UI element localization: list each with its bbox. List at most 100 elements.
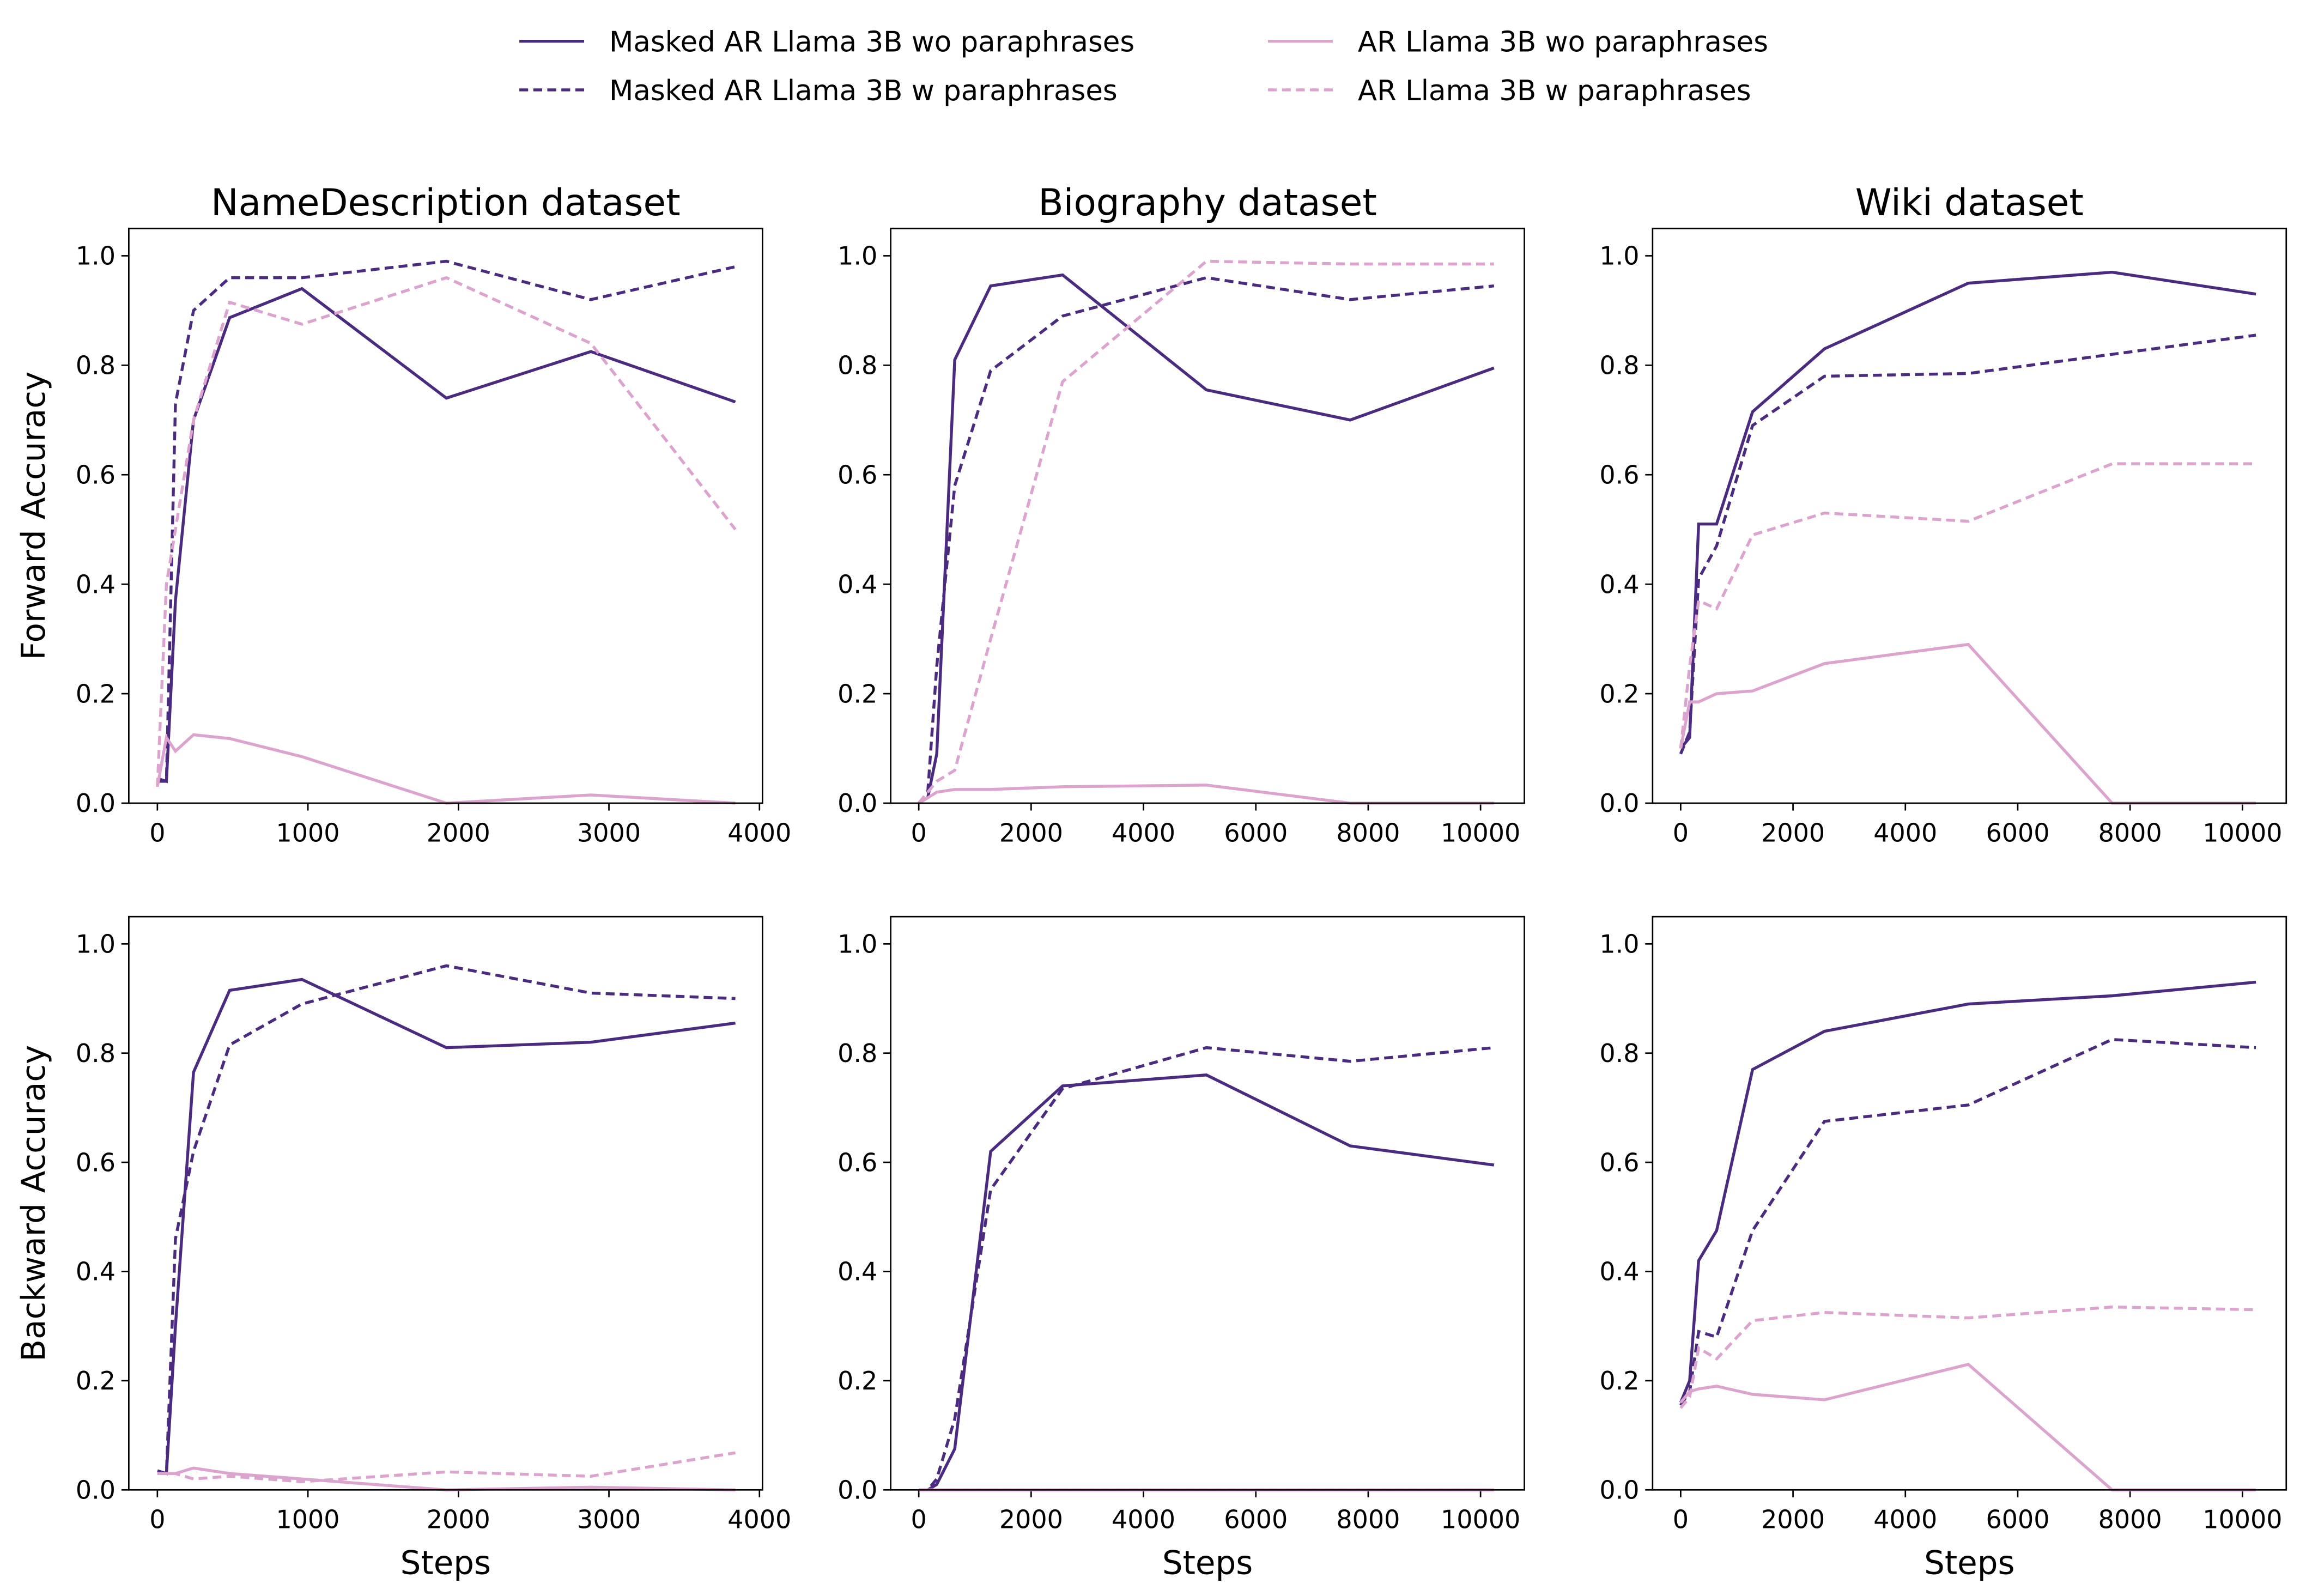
data-line — [157, 1466, 736, 1491]
x-tick-label: 2000 — [999, 818, 1063, 847]
x-tick-label: 2000 — [1761, 818, 1825, 847]
y-tick-label: 0.4 — [838, 1257, 877, 1286]
data-line — [1679, 462, 2256, 749]
y-axis-label: Forward Accuracy — [15, 372, 53, 660]
x-tick-label: 4000 — [1873, 1505, 1937, 1534]
x-tick-label: 4000 — [1873, 818, 1937, 847]
x-tick-label: 8000 — [1336, 1505, 1400, 1534]
y-tick-label: 0.0 — [838, 788, 877, 818]
y-tick-label: 0.2 — [838, 1366, 877, 1395]
axes-frame — [1652, 915, 2287, 1491]
y-tick-label: 0.4 — [1599, 1257, 1639, 1286]
data-line — [1679, 1037, 2256, 1406]
data-line — [918, 273, 1495, 805]
y-tick-label: 0.4 — [838, 569, 877, 599]
y-tick-label: 0.6 — [1599, 1148, 1639, 1177]
data-line — [919, 1073, 1495, 1491]
x-axis-label: Steps — [1924, 1544, 2014, 1582]
y-tick-label: 1.0 — [838, 241, 877, 271]
data-line — [157, 1451, 736, 1483]
data-line — [918, 276, 1495, 804]
y-tick-label: 0.2 — [1599, 679, 1639, 708]
y-tick-label: 1.0 — [1599, 241, 1639, 271]
data-line — [157, 259, 736, 783]
y-tick-label: 0.2 — [1599, 1366, 1639, 1395]
data-line — [157, 964, 736, 1475]
y-tick-label: 0.6 — [1599, 460, 1639, 489]
y-tick-label: 0.6 — [76, 1148, 116, 1177]
axes-frame — [128, 227, 763, 804]
legend-label: Masked AR Llama 3B wo paraphrases — [609, 26, 1134, 59]
data-line — [919, 1046, 1495, 1491]
x-tick-label: 2000 — [1761, 1505, 1825, 1534]
y-tick-label: 0.8 — [1599, 1039, 1639, 1068]
y-tick-label: 0.0 — [1599, 788, 1639, 818]
y-tick-label: 1.0 — [76, 241, 116, 271]
data-line — [156, 276, 737, 787]
axes-frame — [1652, 227, 2287, 804]
x-tick-label: 1000 — [276, 818, 340, 847]
x-tick-label: 6000 — [1986, 818, 2049, 847]
x-tick-label: 4000 — [1112, 1505, 1175, 1534]
x-tick-label: 2000 — [999, 1505, 1063, 1534]
x-tick-label: 3000 — [577, 1505, 641, 1534]
y-tick-label: 1.0 — [1599, 930, 1639, 959]
y-tick-label: 0.8 — [838, 1039, 877, 1068]
y-tick-label: 1.0 — [838, 930, 877, 959]
x-tick-label: 8000 — [1336, 818, 1400, 847]
x-tick-label: 3000 — [577, 818, 641, 847]
x-tick-label: 2000 — [427, 818, 490, 847]
y-tick-label: 0.0 — [1599, 1476, 1639, 1505]
chart-title: NameDescription dataset — [211, 181, 681, 224]
x-tick-label: 6000 — [1224, 1505, 1288, 1534]
y-axis-label: Backward Accuracy — [15, 1045, 53, 1362]
data-line — [1679, 1362, 2256, 1491]
x-tick-label: 8000 — [2098, 1505, 2162, 1534]
data-line — [157, 287, 736, 784]
y-tick-label: 1.0 — [76, 930, 116, 959]
chart-title: Biography dataset — [1038, 181, 1377, 224]
x-tick-label: 10000 — [1441, 1505, 1520, 1534]
x-axis-label: Steps — [400, 1544, 491, 1582]
x-tick-label: 10000 — [2202, 818, 2282, 847]
x-tick-label: 0 — [1673, 1505, 1689, 1534]
y-tick-label: 0.8 — [1599, 351, 1639, 380]
x-tick-label: 4000 — [727, 1505, 791, 1534]
y-tick-label: 0.2 — [838, 679, 877, 708]
x-tick-label: 2000 — [427, 1505, 490, 1534]
y-tick-label: 0.8 — [76, 351, 116, 380]
x-tick-label: 1000 — [276, 1505, 340, 1534]
y-tick-label: 0.4 — [1599, 569, 1639, 599]
y-tick-label: 0.0 — [76, 788, 116, 818]
y-tick-label: 0.4 — [76, 1257, 116, 1286]
legend-label: AR Llama 3B wo paraphrases — [1358, 26, 1768, 59]
y-tick-label: 0.8 — [76, 1039, 116, 1068]
x-tick-label: 0 — [911, 818, 927, 847]
data-line — [1679, 980, 2256, 1403]
data-line — [156, 733, 736, 805]
x-tick-label: 0 — [1673, 818, 1689, 847]
data-line — [1679, 642, 2256, 805]
axes-frame — [890, 915, 1525, 1491]
chart-title: Wiki dataset — [1855, 181, 2084, 224]
axes-frame — [128, 915, 763, 1491]
y-tick-label: 0.6 — [838, 1148, 877, 1177]
y-tick-label: 0.6 — [838, 460, 877, 489]
y-tick-label: 0.8 — [838, 351, 877, 380]
x-tick-label: 8000 — [2098, 818, 2162, 847]
x-tick-label: 6000 — [1986, 1505, 2049, 1534]
data-line — [157, 978, 736, 1476]
data-line — [1679, 1305, 2256, 1409]
data-line — [918, 784, 1494, 805]
axes-frame — [890, 227, 1525, 804]
y-tick-label: 0.0 — [838, 1476, 877, 1505]
y-tick-label: 0.2 — [76, 679, 116, 708]
x-tick-label: 0 — [149, 818, 165, 847]
data-line — [1679, 270, 2256, 750]
y-tick-label: 0.4 — [76, 569, 116, 599]
y-tick-label: 0.0 — [76, 1476, 116, 1505]
legend-label: Masked AR Llama 3B w paraphrases — [609, 75, 1118, 107]
data-line — [918, 259, 1494, 804]
